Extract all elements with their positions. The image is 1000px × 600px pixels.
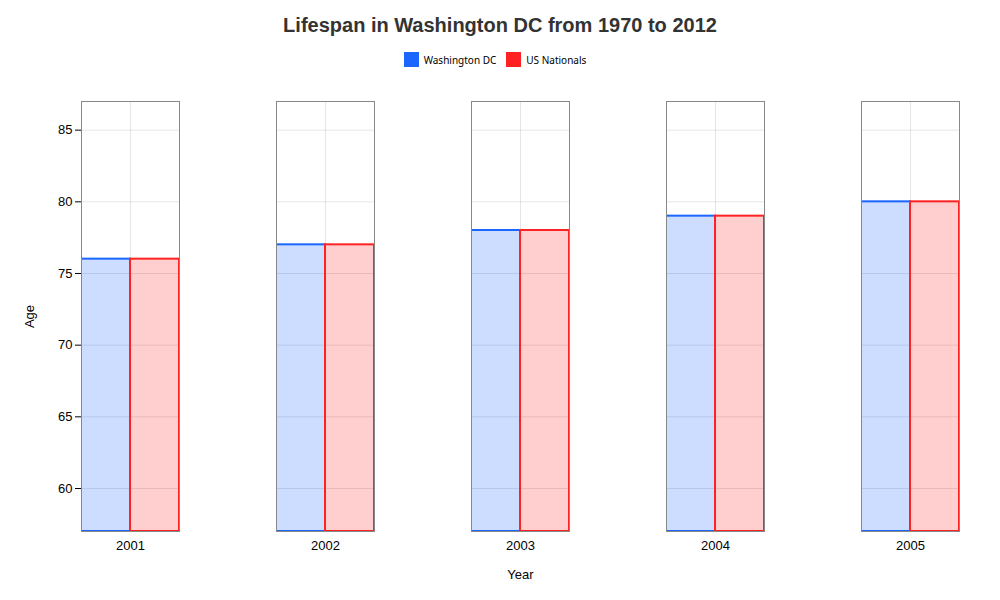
svg-text:85: 85 (58, 122, 72, 137)
svg-text:2005: 2005 (896, 538, 925, 553)
svg-text:2001: 2001 (116, 538, 145, 553)
svg-text:75: 75 (58, 266, 72, 281)
svg-text:65: 65 (58, 409, 72, 424)
svg-text:2002: 2002 (311, 538, 340, 553)
svg-text:70: 70 (58, 337, 72, 352)
html-text:US Nationals: US Nationals (526, 52, 587, 67)
svg-text:80: 80 (58, 194, 72, 209)
svg-text:2004: 2004 (701, 538, 730, 553)
svg-text:2003: 2003 (506, 538, 535, 553)
svg-text:60: 60 (58, 481, 72, 496)
svg-text:Year: Year (507, 567, 534, 582)
html-text:Washington DC: Washington DC (423, 52, 497, 67)
svg-text:Age: Age (22, 305, 37, 328)
html-text:Lifespan in Washington DC from: Lifespan in Washington DC from 1970 to 2… (283, 14, 717, 36)
